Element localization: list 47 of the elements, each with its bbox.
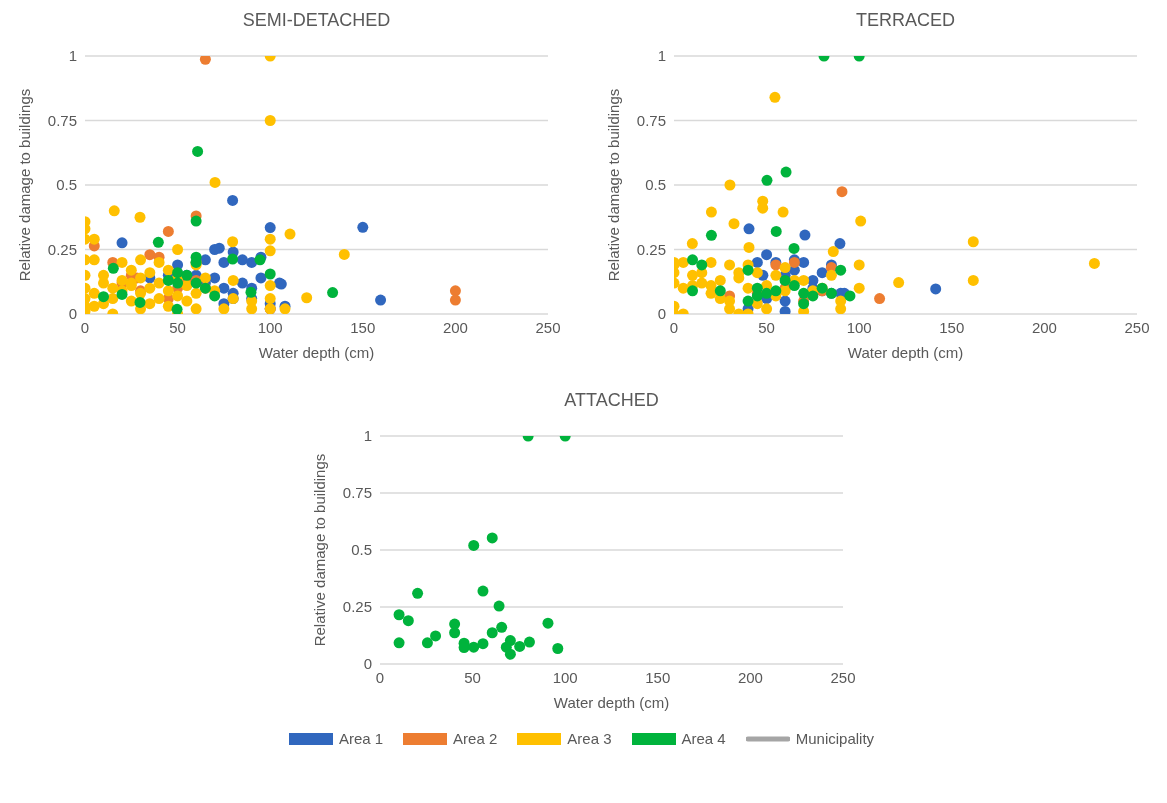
x-axis-title: Water depth (cm) (847, 344, 964, 361)
x-tick-label: 0 (80, 318, 90, 336)
y-tick-label: 0.75 (47, 111, 77, 129)
y-tick-label: 0.75 (636, 111, 666, 129)
x-tick-label: 200 (1031, 318, 1057, 336)
x-axis-title: Water depth (cm) (258, 344, 375, 361)
x-tick-label: 100 (552, 668, 578, 686)
y-tick-label: 0 (657, 305, 666, 323)
x-tick-label: 0 (375, 668, 385, 686)
x-axis-title: Water depth (cm) (553, 694, 670, 711)
x-tick-label: 50 (758, 318, 775, 336)
x-tick-label: 250 (830, 668, 856, 686)
legend-label: Area 1 (338, 730, 384, 747)
legend-label: Area 4 (681, 730, 726, 747)
x-tick-label: 200 (442, 318, 468, 336)
legend-label: Area 3 (567, 730, 612, 747)
y-tick-label: 0 (363, 655, 372, 673)
y-tick-label: 0.25 (47, 240, 77, 258)
y-axis-title: Relative damage to buildings (605, 88, 623, 282)
y-tick-label: 0 (68, 305, 77, 323)
x-tick-label: 0 (669, 318, 679, 336)
x-tick-label: 50 (464, 668, 481, 686)
chart-title: ATTACHED (563, 390, 660, 411)
x-tick-label: 250 (535, 318, 561, 336)
x-tick-label: 150 (350, 318, 376, 336)
legend-label: Municipality (795, 730, 875, 747)
x-tick-label: 100 (846, 318, 872, 336)
x-tick-label: 50 (169, 318, 186, 336)
y-tick-label: 1 (68, 47, 77, 65)
x-tick-label: 150 (939, 318, 965, 336)
y-tick-label: 0.25 (636, 240, 666, 258)
y-tick-label: 0.25 (342, 598, 372, 616)
y-tick-label: 0.75 (342, 484, 372, 502)
y-tick-label: 0.5 (645, 176, 666, 194)
y-axis-title: Relative damage to buildings (311, 453, 329, 647)
y-axis-title: Relative damage to buildings (16, 88, 34, 282)
y-tick-label: 1 (363, 427, 372, 445)
x-tick-label: 100 (257, 318, 283, 336)
x-tick-label: 150 (645, 668, 671, 686)
chart-title: TERRACED (855, 10, 956, 31)
y-tick-label: 0.5 (56, 176, 77, 194)
x-tick-label: 200 (737, 668, 763, 686)
legend-label: Area 2 (453, 730, 498, 747)
x-tick-label: 250 (1124, 318, 1150, 336)
chart-title: SEMI-DETACHED (241, 10, 392, 31)
y-tick-label: 1 (657, 47, 666, 65)
y-tick-label: 0.5 (351, 541, 372, 559)
